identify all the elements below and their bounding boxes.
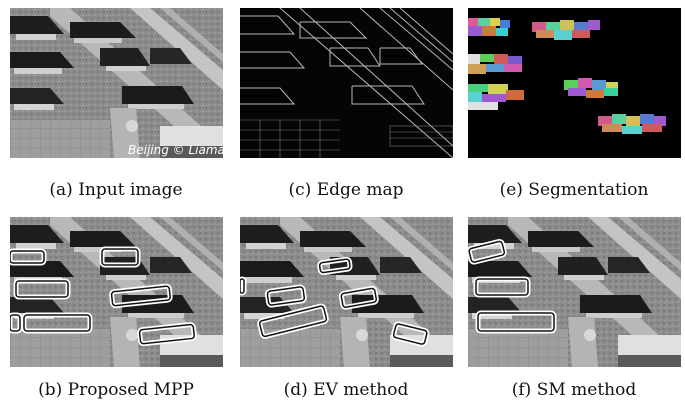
detection-box [99, 246, 141, 268]
caption-ev-method: (d) EV method [283, 380, 409, 400]
panel-ev-method [240, 217, 453, 367]
detection-box [391, 321, 430, 347]
detection-box [257, 303, 329, 339]
detection-box [13, 278, 71, 300]
detection-box [264, 284, 307, 308]
proposed-mpp-image [10, 217, 223, 367]
panel-proposed-mpp [10, 217, 223, 367]
detection-box [10, 248, 47, 266]
edge-map-image [240, 8, 453, 158]
detection-box [109, 283, 173, 309]
detection-box [338, 285, 379, 310]
panel-input-image: Beijing © Liama [10, 8, 223, 158]
detection-box [21, 312, 93, 334]
detection-box [475, 310, 557, 334]
sm-method-image [468, 217, 681, 367]
detection-box [473, 276, 531, 298]
ev-method-image [240, 217, 453, 367]
detection-box [468, 239, 507, 265]
detection-box [137, 322, 197, 347]
detection-box [317, 256, 353, 276]
watermark-text: Beijing © Liama [128, 143, 223, 157]
input-image: Beijing © Liama [10, 8, 223, 158]
caption-input-image: (a) Input image [49, 180, 183, 200]
panel-sm-method [468, 217, 681, 367]
caption-proposed-mpp: (b) Proposed MPP [38, 380, 194, 400]
caption-segmentation: (e) Segmentation [499, 180, 649, 200]
caption-sm-method: (f) SM method [511, 380, 637, 400]
detection-box [240, 276, 247, 296]
detection-box [10, 312, 23, 334]
panel-segmentation [468, 8, 681, 158]
caption-edge-map: (c) Edge map [288, 180, 404, 200]
segmentation-image [468, 8, 681, 158]
panel-edge-map [240, 8, 453, 158]
